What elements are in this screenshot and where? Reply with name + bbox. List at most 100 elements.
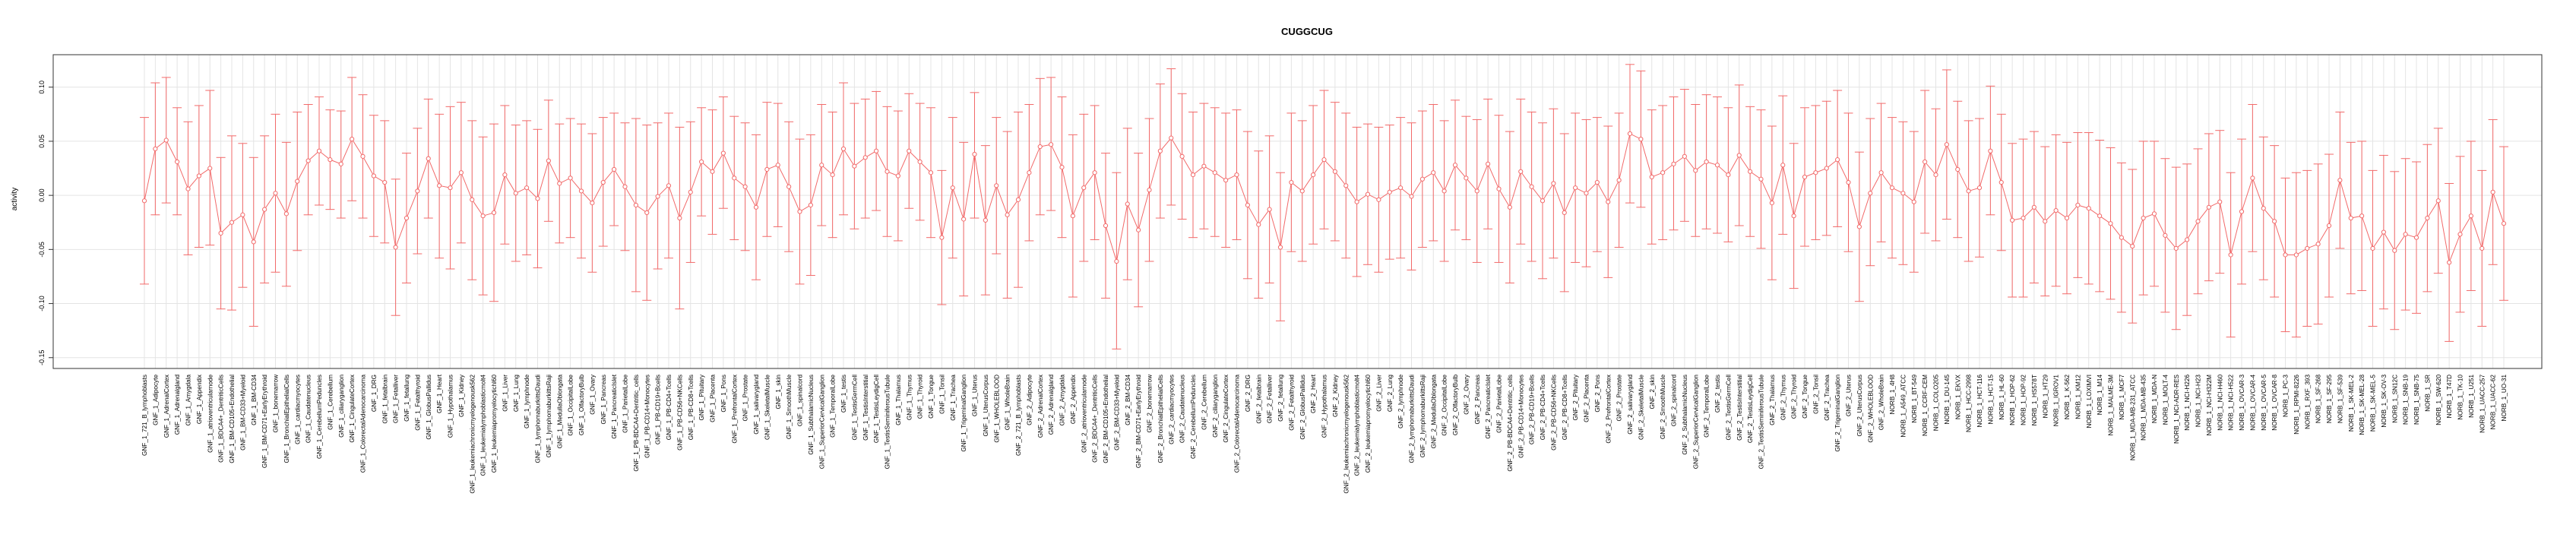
data-point xyxy=(1540,198,1546,204)
data-point xyxy=(1704,159,1709,165)
data-point xyxy=(535,196,540,201)
data-point xyxy=(1835,157,1840,163)
data-point xyxy=(1289,179,1294,185)
x-category-label: GNF_2_TrigeminalGanglion xyxy=(1834,375,1841,452)
x-category-label: GNF_2_SubthalamicNucleus xyxy=(1682,375,1688,455)
data-point xyxy=(2370,245,2375,251)
data-point xyxy=(1868,191,1873,196)
data-point xyxy=(2064,215,2070,221)
data-point xyxy=(797,209,802,214)
data-point xyxy=(262,207,267,212)
x-category-label: GNF_1_Thymus xyxy=(906,375,913,420)
x-category-label: NORB_1_TK-10 xyxy=(2457,375,2464,420)
x-category-label: GNF_1_PB-BDCA4+Dentritic_cells xyxy=(633,375,640,472)
x-category-label: GNF_1_Heart xyxy=(436,374,443,413)
x-category-label: GNF_1_Cerebellum xyxy=(327,375,334,430)
x-category-label: GNF_2_Pancreas xyxy=(1474,375,1481,425)
data-point xyxy=(1234,172,1239,178)
data-point xyxy=(2195,219,2201,224)
data-point xyxy=(1791,213,1796,219)
data-point xyxy=(2261,206,2266,211)
data-point xyxy=(1714,163,1720,168)
x-category-label: NORB_1_NCI-H322M xyxy=(2206,375,2213,436)
data-point xyxy=(2130,243,2135,249)
x-category-label: GNF_2_OccipitalLobe xyxy=(1441,375,1448,436)
data-point xyxy=(1682,153,1687,159)
data-point xyxy=(972,151,977,157)
data-point xyxy=(1584,191,1589,196)
x-category-label: GNF_2_MedullaOblongata xyxy=(1430,375,1437,449)
x-category-label: GNF_1_BM-CD105+Endothelial xyxy=(229,375,236,463)
x-category-label: NORB_1_HL-60 xyxy=(1998,375,2005,420)
data-point xyxy=(895,173,900,179)
x-category-label: NORB_1_MDA-N xyxy=(2151,375,2158,423)
data-point xyxy=(1606,199,1611,204)
x-category-label: GNF_1_MedullaOblongata xyxy=(556,375,563,449)
x-category-label: GNF_1_spinalcord xyxy=(797,375,804,427)
data-point xyxy=(1365,191,1371,197)
y-tick-label: 0.05 xyxy=(38,134,46,148)
data-point xyxy=(2108,221,2113,226)
data-point xyxy=(1212,170,1217,175)
x-category-label: GNF_2_PB-CD14+Monocytes xyxy=(1517,375,1524,458)
x-category-label: NORB_1_HOP-92 xyxy=(2021,375,2027,425)
x-category-label: NORB_1_HS578T xyxy=(2031,375,2038,425)
data-point xyxy=(874,148,879,153)
data-point xyxy=(677,215,682,221)
data-point xyxy=(917,159,922,165)
data-point xyxy=(2293,252,2299,258)
data-point xyxy=(666,183,672,188)
data-point xyxy=(141,198,147,204)
data-point xyxy=(1332,169,1337,174)
x-category-label: GNF_1_ciliaryganglion xyxy=(338,375,345,438)
x-category-label: GNF_1_OccipitalLobe xyxy=(568,375,574,436)
x-category-label: GNF_2_PrefrontalCortex xyxy=(1605,375,1612,444)
data-point xyxy=(1748,169,1753,174)
data-point xyxy=(2283,252,2288,258)
x-category-label: GNF_1_Prostate xyxy=(742,375,749,422)
data-point xyxy=(1507,204,1512,210)
data-point xyxy=(2217,199,2223,204)
x-category-label: NORB_1_DU-145 xyxy=(1944,375,1951,425)
x-category-label: GNF_1_SkeletalMuscle xyxy=(764,375,771,440)
y-tick-label: -0.15 xyxy=(38,350,46,366)
x-category-label: GNF_1_leukemiachronicmyelogenousk562 xyxy=(469,375,476,494)
data-point xyxy=(753,204,759,210)
x-category-label: GNF_1_testis xyxy=(840,375,847,413)
x-category-label: GNF_2_BM-CD71+EarlyErythroid xyxy=(1135,375,1142,469)
y-tick-label: -0.05 xyxy=(38,242,46,258)
x-category-label: GNF_2_Liver xyxy=(1375,375,1382,412)
data-point xyxy=(403,215,410,221)
data-point xyxy=(2228,252,2233,258)
data-point xyxy=(1070,213,1075,219)
x-category-label: NORB_1_SR xyxy=(2424,375,2431,412)
x-category-label: GNF_2_testis xyxy=(1714,375,1721,413)
plot-frame xyxy=(52,54,2543,369)
data-point xyxy=(2021,215,2026,221)
data-point xyxy=(382,179,388,185)
x-category-label: GNF_2_SmoothMuscle xyxy=(1660,375,1666,440)
x-category-label: GNF_1_Liver xyxy=(502,375,508,412)
data-point xyxy=(1911,199,1916,204)
x-category-label: GNF_1_cardiacmyocytes xyxy=(294,375,301,444)
data-point xyxy=(1376,197,1381,202)
x-category-label: GNF_1_Tonsil xyxy=(938,375,945,414)
x-category-label: GNF_2_Thalamus xyxy=(1769,375,1776,425)
x-category-label: GNF_1_lymphomaburkittsRaji xyxy=(546,375,552,457)
data-point xyxy=(470,197,475,202)
x-category-label: NORB_1_HCT-15 xyxy=(1987,375,1994,425)
x-category-label: GNF_2_Caudatenucleus xyxy=(1179,375,1186,443)
data-point xyxy=(1889,185,1895,191)
x-category-label: GNF_1_TemporalLobe xyxy=(830,375,837,438)
x-category-label: GNF_1_PB-CD19+Bcells xyxy=(655,375,662,444)
data-point xyxy=(2086,206,2091,211)
x-category-label: GNF_2_Prostate xyxy=(1616,375,1623,422)
data-point xyxy=(1562,210,1567,216)
data-point xyxy=(907,148,912,153)
x-category-label: GNF_1_BM-CD34 xyxy=(251,375,258,425)
x-category-label: GNF_2_Pons xyxy=(1594,375,1601,413)
x-category-label: GNF_2_WholeBrain xyxy=(1878,375,1885,431)
x-category-label: GNF_1_Caudatenucleus xyxy=(305,375,312,443)
data-point xyxy=(273,191,278,196)
x-category-label: NORB_1_SN12C xyxy=(2391,375,2398,423)
